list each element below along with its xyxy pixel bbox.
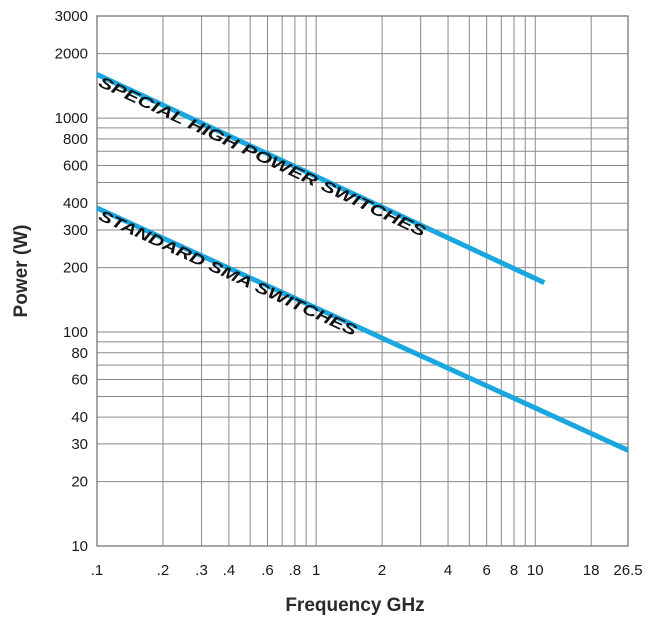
plot-frame (96, 15, 629, 547)
x-tick-label: .3 (195, 562, 208, 579)
y-tick-label: 60 (71, 372, 88, 389)
x-tick-label: 8 (510, 562, 518, 579)
y-tick-label: 30 (71, 436, 88, 453)
x-tick-label: .6 (261, 562, 274, 579)
x-tick-label: .1 (91, 562, 104, 579)
x-tick-labels: .1 .2 .3 .4 .6 .8 1 2 4 6 8 10 18 26.5 (91, 562, 643, 579)
y-tick-label: 1000 (55, 110, 88, 127)
x-tick-label: .2 (157, 562, 170, 579)
y-tick-label: 80 (71, 345, 88, 362)
series-line-1 (95, 72, 546, 285)
y-tick-label: 40 (71, 409, 88, 426)
x-tick-label: 2 (378, 562, 386, 579)
y-axis-title: Power (W) (11, 225, 32, 318)
x-tick-label: 1 (312, 562, 320, 579)
y-tick-label: 200 (63, 260, 88, 277)
vertical-gridlines (96, 16, 629, 546)
x-tick-label: .8 (289, 562, 302, 579)
x-tick-label: 18 (583, 562, 600, 579)
y-tick-label: 10 (71, 538, 88, 555)
y-tick-label: 3000 (55, 8, 88, 25)
series-line-2 (95, 205, 630, 453)
x-tick-label: 10 (527, 562, 544, 579)
x-tick-label: 26.5 (613, 562, 642, 579)
x-tick-label: 4 (444, 562, 452, 579)
x-axis-title: Frequency GHz (285, 595, 424, 616)
y-tick-label: 100 (63, 324, 88, 341)
x-tick-label: 6 (482, 562, 490, 579)
y-tick-label: 20 (71, 474, 88, 491)
y-tick-label: 300 (63, 222, 88, 239)
y-tick-label: 600 (63, 158, 88, 175)
plot-background (97, 16, 628, 546)
y-tick-label: 2000 (55, 46, 88, 63)
y-tick-label: 400 (63, 195, 88, 212)
x-tick-label: .4 (223, 562, 236, 579)
y-tick-label: 800 (63, 131, 88, 148)
y-tick-labels: 10 20 30 40 60 80 100 200 300 400 600 800 1000 2000 30… (55, 8, 88, 555)
series-lines (95, 72, 630, 453)
